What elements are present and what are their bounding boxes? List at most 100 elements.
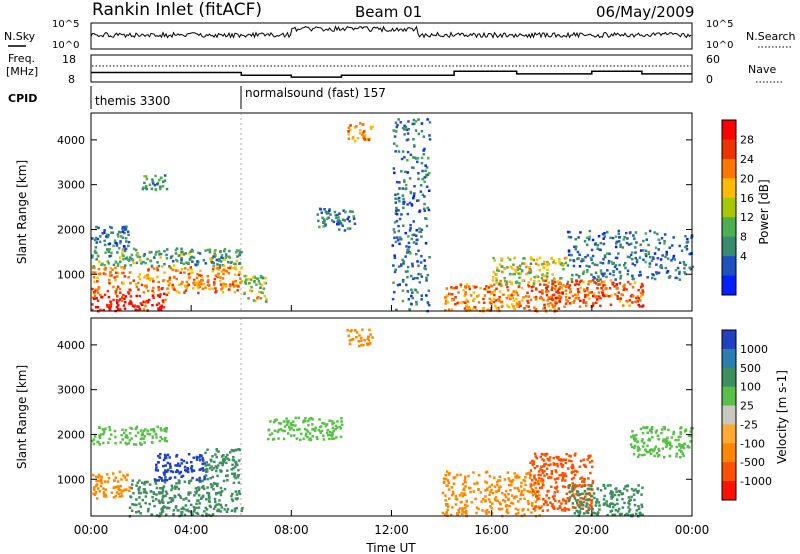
velocity-cell: [164, 455, 168, 458]
power-cell: [608, 252, 611, 255]
velocity-cell: [104, 493, 107, 496]
power-cell: [615, 283, 618, 286]
power-cell: [592, 302, 595, 305]
velocity-cell: [350, 338, 353, 341]
power-cell: [264, 276, 267, 280]
power-cell: [400, 213, 403, 216]
velocity-cell: [658, 449, 661, 452]
velocity-cell: [539, 455, 542, 459]
velocity-cell: [314, 426, 317, 430]
power-cell: [420, 130, 424, 133]
power-cell: [629, 253, 633, 257]
power-cell: [496, 308, 499, 311]
velocity-cell: [516, 474, 519, 477]
velocity-cell: [594, 504, 598, 507]
power-cell: [678, 270, 681, 274]
velocity-cell: [177, 493, 180, 497]
power-cell: [144, 261, 147, 265]
velocity-cell: [632, 493, 636, 496]
velocity-cell: [556, 490, 559, 493]
velocity-cell: [558, 505, 562, 508]
power-cell: [326, 217, 329, 220]
power-cell: [412, 220, 415, 223]
velocity-cell: [553, 507, 556, 510]
velocity-cell: [347, 334, 350, 338]
power-cell: [416, 199, 419, 202]
power-cell: [395, 236, 399, 239]
power-cell: [178, 291, 181, 294]
power-cell: [417, 272, 420, 276]
power-cell: [235, 259, 238, 263]
power-cell: [506, 266, 509, 269]
power-cell: [402, 278, 405, 282]
velocity-cell: [108, 428, 112, 432]
velocity-cell: [197, 506, 201, 509]
velocity-cell: [184, 469, 188, 473]
power-cell: [140, 262, 143, 265]
power-cell: [557, 291, 560, 295]
power-cell: [405, 128, 409, 132]
power-cell: [638, 256, 642, 259]
velocity-cell: [667, 441, 670, 444]
velocity-cell: [562, 474, 566, 477]
power-cell: [498, 299, 501, 302]
power-colorbar-swatch: [722, 178, 736, 199]
power-cell: [210, 261, 214, 264]
velocity-cell: [557, 477, 560, 480]
velocity-cell: [309, 437, 312, 440]
power-cell: [425, 185, 429, 188]
velocity-cell: [152, 499, 155, 503]
power-cell: [587, 238, 591, 241]
velocity-cell: [571, 487, 574, 491]
power-cell: [569, 290, 573, 293]
velocity-cell: [326, 434, 330, 437]
velocity-cell: [545, 467, 549, 470]
velocity-cell: [100, 475, 103, 479]
velocity-cell: [561, 465, 564, 469]
velocity-cell: [232, 459, 236, 462]
power-colorbar-swatch: [722, 236, 736, 257]
velocity-cell: [175, 453, 179, 457]
velocity-cell: [286, 423, 289, 426]
power-cell: [584, 295, 587, 299]
velocity-cell: [456, 473, 459, 477]
velocity-cell: [150, 513, 153, 516]
velocity-cell: [633, 444, 637, 448]
power-cell: [500, 305, 504, 309]
velocity-cell: [645, 426, 649, 430]
velocity-cell: [583, 490, 587, 493]
velocity-cell: [635, 490, 639, 493]
velocity-cell: [550, 485, 553, 488]
power-cell: [670, 259, 673, 262]
power-cell: [444, 299, 448, 303]
power-cell: [187, 272, 191, 276]
power-cell: [410, 274, 413, 278]
velocity-cell: [159, 435, 162, 439]
power-cell: [633, 263, 637, 267]
velocity-cell: [276, 430, 279, 434]
power-cell: [425, 224, 429, 228]
power-cell: [398, 196, 401, 200]
power-cell: [191, 260, 194, 263]
velocity-cell: [203, 477, 206, 481]
velocity-cell: [538, 486, 542, 490]
velocity-cell: [596, 487, 599, 490]
power-cell: [425, 276, 428, 280]
power-cell: [609, 303, 613, 306]
velocity-cell: [468, 486, 471, 490]
power-cell: [488, 297, 492, 301]
velocity-cell: [582, 480, 586, 484]
velocity-cell: [169, 500, 172, 504]
power-cell: [582, 301, 585, 304]
power-cell: [337, 216, 340, 219]
velocity-cell: [367, 335, 371, 339]
velocity-cell: [166, 453, 170, 457]
velocity-cell: [576, 503, 580, 507]
power-cell: [575, 294, 579, 297]
power-cell: [655, 271, 658, 274]
power-cell: [582, 299, 585, 302]
power-cell: [576, 250, 580, 254]
power-cell: [631, 262, 634, 265]
velocity-cell: [201, 462, 204, 466]
velocity-cell: [616, 510, 620, 513]
